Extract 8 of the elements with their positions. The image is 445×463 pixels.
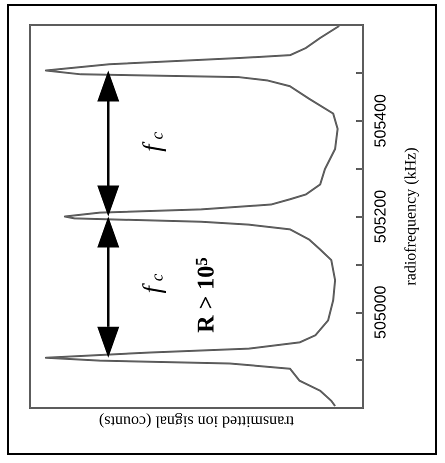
annotation: fc [137, 131, 166, 152]
y-tick-label: 505000 [372, 285, 390, 339]
annotation: fc [137, 273, 166, 294]
y-axis-title: radiofrequency (kHz) [402, 147, 420, 286]
y-tick-label: 505400 [372, 94, 390, 148]
x-axis-title: transmitted ion signal (counts) [98, 412, 294, 430]
annotation: R > 105 [192, 257, 220, 333]
y-tick-label: 505200 [372, 190, 390, 244]
